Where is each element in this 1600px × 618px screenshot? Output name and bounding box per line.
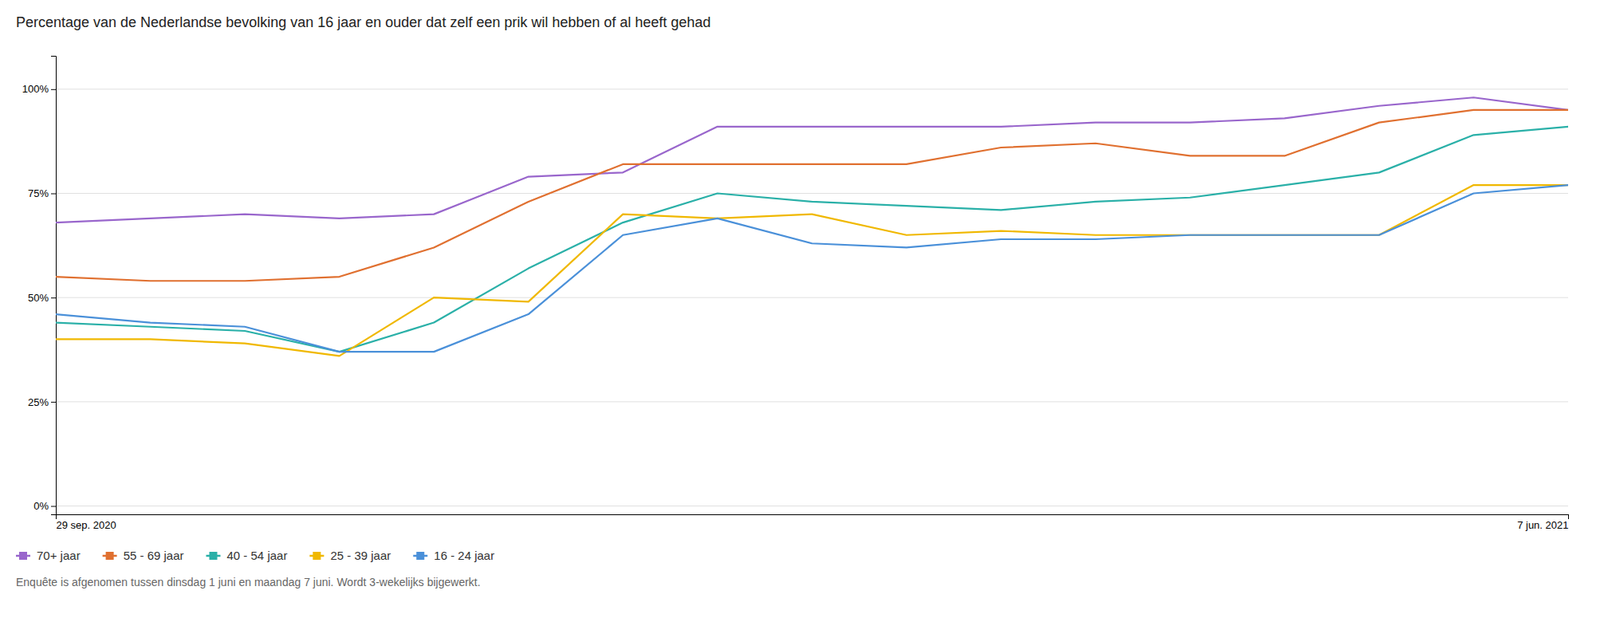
tick-mark xyxy=(51,401,56,403)
series-line xyxy=(55,126,1569,352)
legend-item: 16 - 24 jaar xyxy=(412,548,495,563)
y-tick: 100% xyxy=(22,82,56,95)
legend-swatch xyxy=(106,551,115,560)
y-axis: 0% 25% 50% 75% 100% xyxy=(22,56,57,515)
legend-item: 70+ jaar xyxy=(15,548,81,563)
tick-label: 0% xyxy=(33,499,49,512)
legend-label: 70+ jaar xyxy=(36,548,81,563)
tick-label: 25% xyxy=(27,396,49,409)
x-tick: 29 sep. 2020 xyxy=(56,514,117,531)
title: Percentage van de Nederlandse bevolking … xyxy=(15,14,712,31)
y-tick: 0% xyxy=(33,499,56,512)
grid-line xyxy=(55,88,1569,90)
y-tick: 25% xyxy=(27,396,56,409)
legend: 70+ jaar 55 - 69 jaar 40 - 54 jaar 25 - 39 … xyxy=(15,548,495,563)
axis-line xyxy=(51,56,57,515)
x-tick: 7 jun. 2021 xyxy=(1517,514,1569,531)
series-line xyxy=(55,97,1569,223)
series-line xyxy=(55,110,1569,281)
tick-label: 29 sep. 2020 xyxy=(56,518,117,531)
series-line xyxy=(55,184,1569,352)
tick-mark xyxy=(51,506,56,508)
grid-line xyxy=(55,505,1569,507)
tick-label: 75% xyxy=(27,187,49,200)
x-axis: 29 sep. 2020 7 jun. 2021 xyxy=(56,514,1569,531)
grid-line xyxy=(55,297,1569,299)
legend-label: 55 - 69 jaar xyxy=(123,548,185,563)
tick-mark xyxy=(51,297,56,299)
legend-swatch xyxy=(312,551,321,560)
grid xyxy=(55,89,1569,507)
grid-line xyxy=(55,400,1569,402)
tick-mark xyxy=(1568,514,1569,519)
plot: 0% 25% 50% 75% 100% 29 sep. 2020 7 jun. 2021 xyxy=(22,56,1569,532)
legend-label: 25 - 39 jaar xyxy=(330,548,391,563)
series-line xyxy=(55,184,1569,356)
legend-item: 55 - 69 jaar xyxy=(102,548,185,563)
tick-mark xyxy=(51,193,56,195)
tick-label: 50% xyxy=(27,291,49,304)
tick-label: 100% xyxy=(22,82,50,95)
y-tick: 50% xyxy=(27,291,56,304)
tick-label: 7 jun. 2021 xyxy=(1517,518,1569,531)
chart: Percentage van de Nederlandse bevolking … xyxy=(0,0,1600,618)
legend-swatch xyxy=(416,551,425,560)
tick-mark xyxy=(55,514,57,519)
axis-line xyxy=(56,514,1569,520)
grid-line xyxy=(55,192,1569,194)
subtitle: Enquête is afgenomen tussen dinsdag 1 ju… xyxy=(15,575,481,589)
legend-item: 40 - 54 jaar xyxy=(206,548,288,563)
y-tick: 75% xyxy=(27,187,56,200)
legend-swatch xyxy=(209,551,218,560)
legend-label: 16 - 24 jaar xyxy=(433,548,495,563)
legend-item: 25 - 39 jaar xyxy=(309,548,391,563)
legend-label: 40 - 54 jaar xyxy=(227,548,288,563)
legend-swatch xyxy=(19,551,28,560)
lines xyxy=(55,97,1569,356)
tick-mark xyxy=(51,89,56,91)
